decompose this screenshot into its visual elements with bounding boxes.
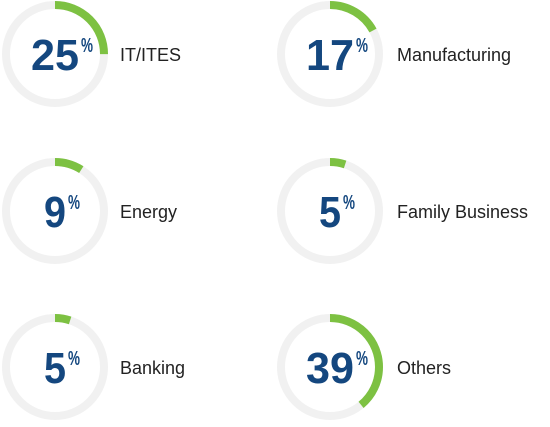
gauge-others: 39% Others [277,314,451,420]
gauge-percent-sign: % [81,35,93,57]
gauge-label: Banking [120,358,185,378]
gauge-energy: 9% Energy [2,158,177,264]
gauge-banking: 5% Banking [2,314,185,420]
gauge-label: Others [397,358,451,378]
gauge-value: 17 [306,31,354,80]
gauge-fill-arc [2,314,108,420]
gauge-fill-arc [277,1,383,107]
gauge-fill-arc [2,1,108,107]
gauge-percent-sign: % [356,35,368,57]
gauge-it-ites: 25% IT/ITES [2,1,181,107]
gauge-value: 5 [319,188,341,237]
gauge-label: IT/ITES [120,45,181,65]
gauge-manufacturing: 17% Manufacturing [277,1,511,107]
gauge-percent-sign: % [68,192,80,214]
gauge-percent-sign: % [356,348,368,370]
gauge-percent-sign: % [343,192,355,214]
gauge-fill-arc [2,158,108,264]
gauge-label: Energy [120,202,177,222]
gauge-value: 25 [31,31,79,80]
gauge-value: 9 [44,188,66,237]
gauge-label: Family Business [397,202,528,222]
gauge-label: Manufacturing [397,45,511,65]
gauge-fill-arc [277,314,383,420]
gauge-value: 5 [44,344,66,393]
gauge-value: 39 [306,344,354,393]
gauge-fill-arc [277,158,383,264]
gauge-percent-sign: % [68,348,80,370]
gauge-family-business: 5% Family Business [277,158,528,264]
